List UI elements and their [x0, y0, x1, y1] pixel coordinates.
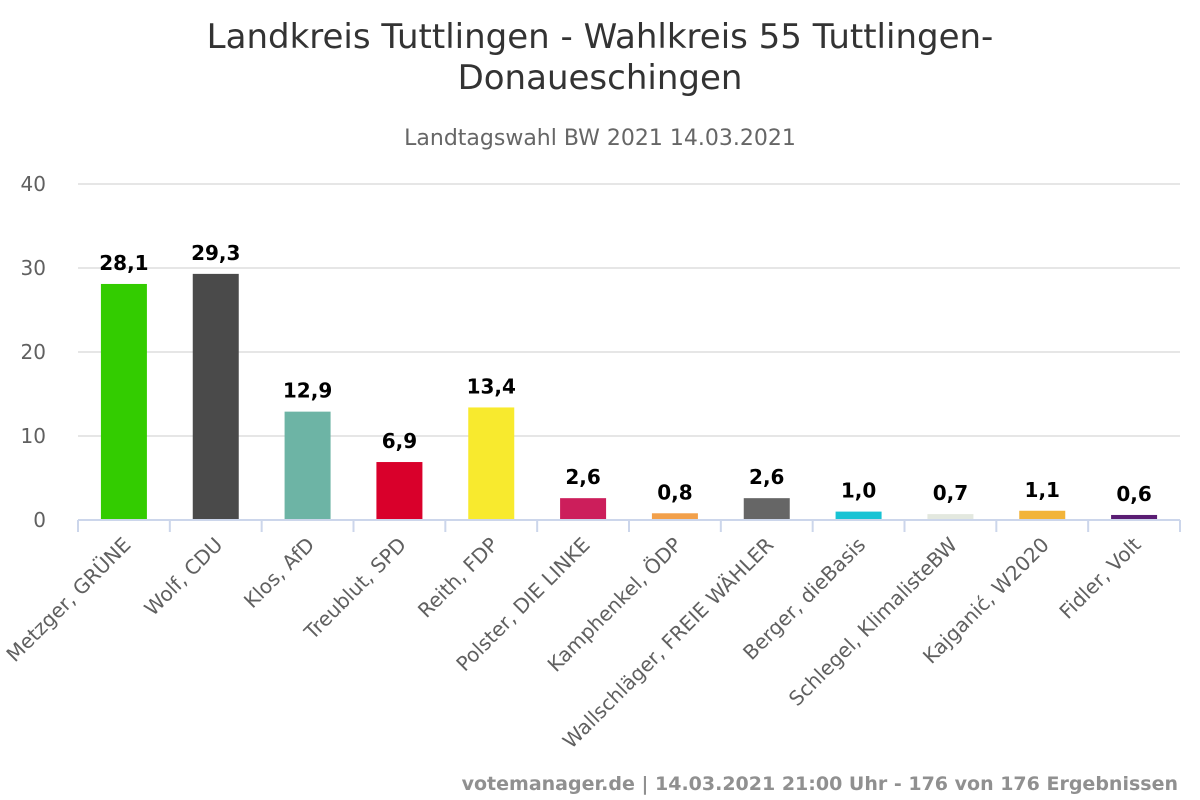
data-label: 28,1 — [99, 251, 148, 275]
data-label: 2,6 — [565, 465, 600, 489]
bar[interactable] — [651, 513, 698, 520]
bar[interactable] — [743, 498, 790, 520]
y-tick-label: 20 — [21, 340, 46, 364]
x-tick-label: Reith, FDP — [413, 533, 503, 623]
x-tick-label: Klos, AfD — [239, 533, 319, 613]
y-tick-label: 30 — [21, 256, 46, 280]
data-label: 0,6 — [1116, 482, 1151, 506]
chart-title-line-1: Landkreis Tuttlingen - Wahlkreis 55 Tutt… — [207, 17, 994, 57]
data-label: 2,6 — [749, 465, 784, 489]
data-label: 6,9 — [382, 429, 417, 453]
y-tick-label: 10 — [21, 424, 46, 448]
bar[interactable] — [468, 407, 515, 520]
data-label: 29,3 — [191, 241, 240, 265]
x-tick-label: Schlegel, KlimalisteBW — [784, 532, 962, 710]
data-label: 12,9 — [283, 379, 332, 403]
x-tick-label: Wolf, CDU — [139, 533, 227, 621]
chart-title-line-2: Donaueschingen — [458, 58, 743, 98]
x-tick-label: Fidler, Volt — [1054, 532, 1145, 623]
bar[interactable] — [100, 283, 147, 520]
bar[interactable] — [376, 462, 423, 520]
y-axis: 0 10 20 30 40 — [21, 172, 46, 532]
data-label: 1,0 — [841, 479, 876, 503]
gridlines — [78, 183, 1180, 437]
credits[interactable]: votemanager.de | 14.03.2021 21:00 Uhr - … — [462, 773, 1178, 795]
data-label: 13,4 — [467, 374, 516, 398]
y-tick-label: 40 — [21, 172, 46, 196]
bar[interactable] — [927, 514, 974, 520]
chart-subtitle: Landtagswahl BW 2021 14.03.2021 — [404, 126, 796, 151]
data-label: 0,8 — [657, 480, 692, 504]
bar[interactable] — [284, 411, 331, 520]
bars: 28,1 29,3 12,9 6,9 13,4 2,6 0,8 2,6 1,0 0,7 1,1 0,6 — [99, 241, 1158, 520]
data-label: 0,7 — [933, 481, 968, 505]
x-tick-label: Metzger, GRÜNE — [1, 533, 135, 667]
bar[interactable] — [192, 273, 239, 520]
bar[interactable] — [1019, 510, 1066, 520]
bar[interactable] — [1111, 514, 1158, 520]
x-axis: Metzger, GRÜNE Wolf, CDU Klos, AfDTreublut… — [1, 519, 1181, 753]
data-label: 1,1 — [1025, 478, 1060, 502]
bar[interactable] — [560, 498, 607, 520]
y-tick-label: 0 — [33, 508, 46, 532]
bar[interactable] — [835, 511, 882, 520]
